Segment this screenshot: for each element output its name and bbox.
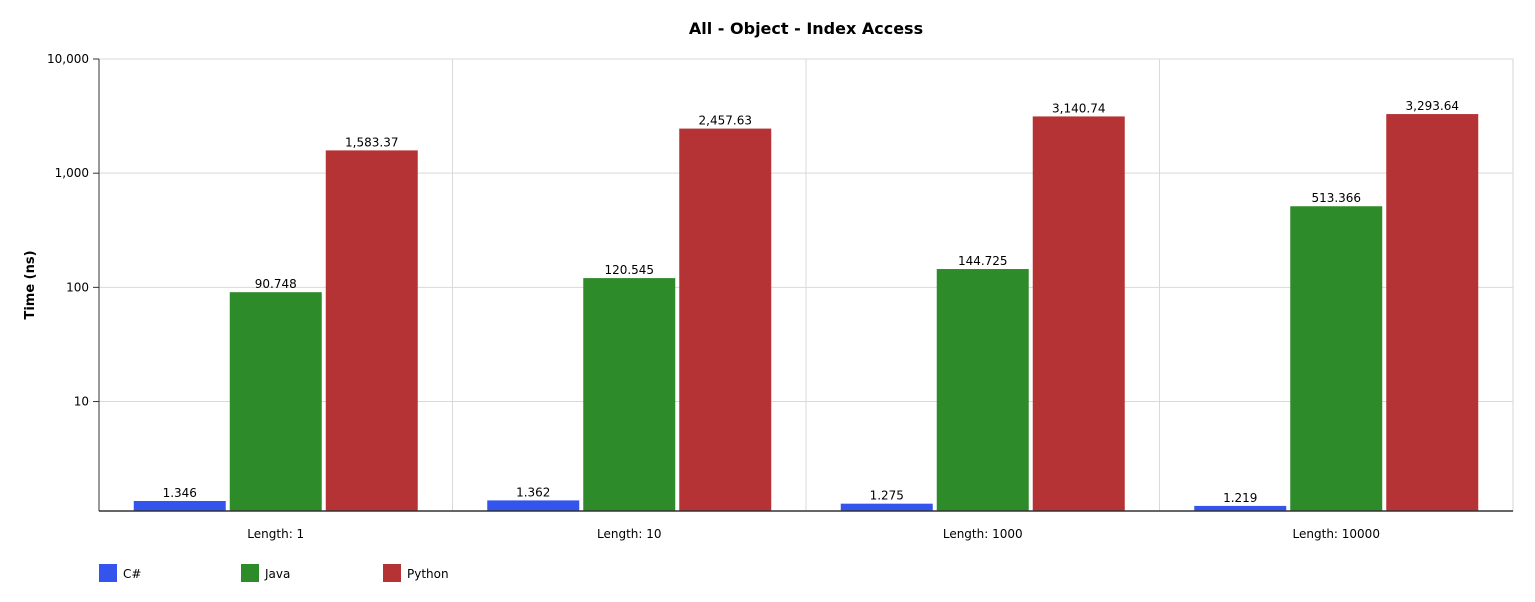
data-label: 1.362 bbox=[516, 485, 550, 499]
bar-c- bbox=[133, 500, 226, 511]
bars: 1.346 90.748 1,583.37 1.362 120.545 2,457.63 1… bbox=[133, 99, 1479, 511]
bar-java bbox=[936, 269, 1029, 511]
data-label: 90.748 bbox=[255, 277, 297, 291]
y-tick-label: 100 bbox=[66, 280, 89, 294]
data-label: 1.275 bbox=[870, 489, 904, 503]
bar-c- bbox=[1194, 505, 1287, 511]
legend: C# Java Python bbox=[99, 564, 449, 582]
y-tick-label: 10,000 bbox=[47, 52, 89, 66]
data-label: 1,583.37 bbox=[345, 135, 398, 149]
y-axis-label: Time (ns) bbox=[23, 250, 38, 319]
data-label: 2,457.63 bbox=[699, 114, 752, 128]
data-label: 1.219 bbox=[1223, 491, 1257, 505]
bar-java bbox=[229, 292, 322, 511]
bar-python bbox=[1032, 116, 1125, 511]
bar-java bbox=[1290, 206, 1383, 511]
legend-swatch bbox=[241, 564, 259, 582]
legend-swatch bbox=[383, 564, 401, 582]
axes: 10 100 1,000 10,000 Length: 1 Length: 10 Lengt… bbox=[47, 52, 1513, 541]
data-label: 3,293.64 bbox=[1406, 99, 1459, 113]
data-label: 513.366 bbox=[1311, 191, 1361, 205]
legend-swatch bbox=[99, 564, 117, 582]
legend-label: Python bbox=[407, 567, 449, 581]
data-label: 3,140.74 bbox=[1052, 101, 1105, 115]
x-tick-label: Length: 1 bbox=[247, 527, 304, 541]
bar-c- bbox=[840, 503, 933, 511]
data-label: 120.545 bbox=[604, 263, 654, 277]
x-tick-label: Length: 1000 bbox=[943, 527, 1023, 541]
x-tick-label: Length: 10000 bbox=[1293, 527, 1380, 541]
bar-python bbox=[1386, 114, 1479, 511]
legend-label: C# bbox=[123, 567, 141, 581]
bar-c- bbox=[487, 500, 580, 511]
chart-title: All - Object - Index Access bbox=[689, 19, 923, 38]
y-tick-label: 10 bbox=[74, 395, 89, 409]
legend-label: Java bbox=[264, 567, 290, 581]
bar-java bbox=[583, 278, 676, 511]
data-label: 144.725 bbox=[958, 254, 1008, 268]
y-tick-label: 1,000 bbox=[55, 166, 89, 180]
bar-python bbox=[325, 150, 418, 511]
x-tick-label: Length: 10 bbox=[597, 527, 662, 541]
bar-python bbox=[679, 128, 772, 511]
data-label: 1.346 bbox=[163, 486, 197, 500]
